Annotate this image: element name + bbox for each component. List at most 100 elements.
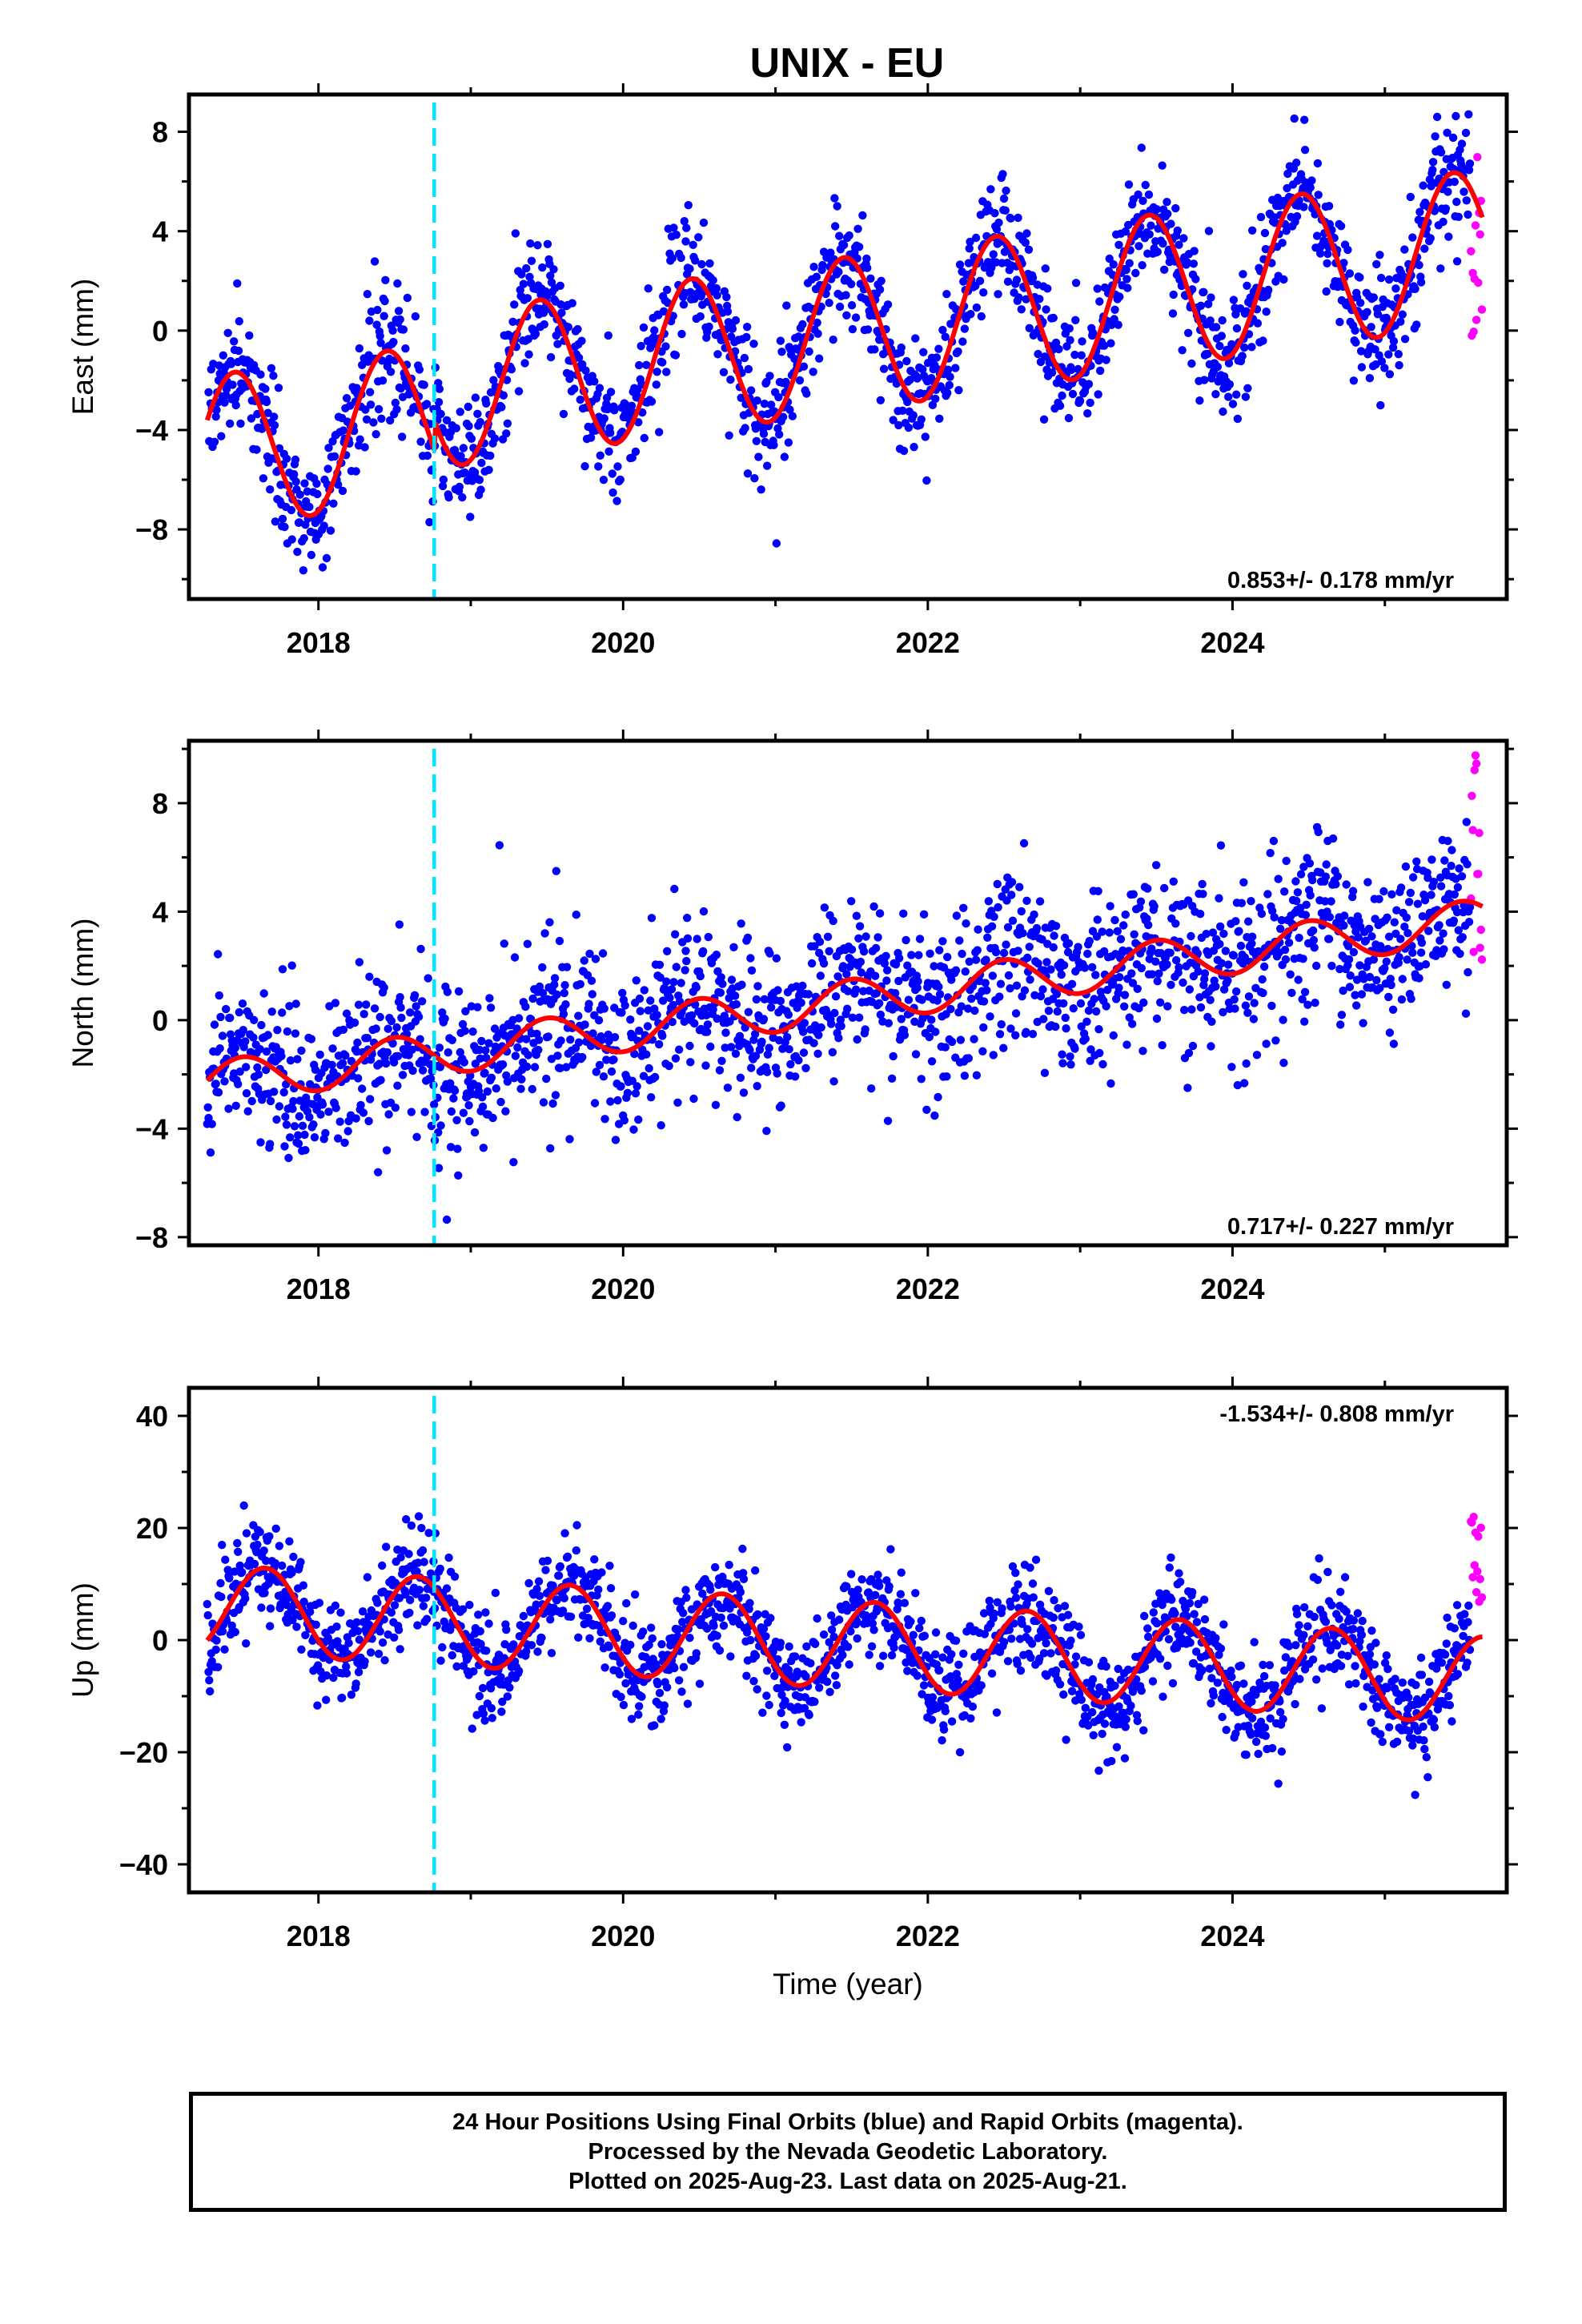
final-orbit-point bbox=[921, 432, 930, 441]
final-orbit-point bbox=[706, 1042, 715, 1051]
final-orbit-point bbox=[612, 497, 621, 505]
final-orbit-point bbox=[1416, 278, 1426, 287]
rapid-orbit-point bbox=[1474, 870, 1483, 879]
final-orbit-point bbox=[1432, 112, 1442, 122]
final-orbit-point bbox=[467, 434, 476, 443]
final-orbit-point bbox=[436, 409, 445, 419]
final-orbit-point bbox=[1219, 929, 1228, 939]
final-orbit-point bbox=[374, 1650, 383, 1659]
final-orbit-point bbox=[1062, 1024, 1070, 1033]
final-orbit-point bbox=[1076, 1630, 1086, 1639]
final-orbit-point bbox=[1005, 1626, 1014, 1634]
final-orbit-point bbox=[957, 1002, 966, 1011]
final-orbit-point bbox=[585, 1634, 594, 1642]
final-orbit-point bbox=[1199, 890, 1207, 899]
final-orbit-point bbox=[604, 331, 612, 340]
final-orbit-point bbox=[1372, 259, 1381, 269]
final-orbit-point bbox=[915, 935, 925, 943]
final-orbit-point bbox=[1260, 962, 1269, 971]
final-orbit-point bbox=[818, 260, 827, 270]
final-orbit-point bbox=[578, 1052, 587, 1062]
final-orbit-point bbox=[704, 932, 713, 942]
final-orbit-point bbox=[963, 1004, 973, 1013]
final-orbit-point bbox=[731, 1049, 741, 1059]
final-orbit-point bbox=[608, 469, 616, 478]
final-orbit-point bbox=[895, 954, 904, 963]
final-orbit-point bbox=[909, 443, 918, 452]
final-orbit-point bbox=[744, 1007, 753, 1017]
final-orbit-point bbox=[1367, 932, 1376, 941]
final-orbit-point bbox=[935, 1666, 944, 1675]
final-orbit-point bbox=[379, 312, 388, 320]
final-orbit-point bbox=[220, 1645, 229, 1654]
final-orbit-point bbox=[935, 990, 945, 999]
final-orbit-point bbox=[520, 359, 529, 368]
final-orbit-point bbox=[1302, 900, 1311, 910]
final-orbit-point bbox=[608, 488, 617, 497]
final-orbit-point bbox=[1365, 374, 1375, 383]
final-orbit-point bbox=[715, 1646, 725, 1655]
final-orbit-point bbox=[1452, 111, 1460, 121]
final-orbit-point bbox=[1342, 880, 1351, 889]
final-orbit-point bbox=[206, 1687, 215, 1696]
final-orbit-point bbox=[597, 1568, 606, 1577]
final-orbit-point bbox=[1158, 1041, 1166, 1050]
final-orbit-point bbox=[259, 989, 268, 998]
final-orbit-point bbox=[356, 1100, 365, 1110]
final-orbit-point bbox=[1224, 359, 1234, 368]
final-orbit-point bbox=[434, 1164, 444, 1172]
final-orbit-point bbox=[1094, 1025, 1103, 1034]
final-orbit-point bbox=[1279, 275, 1288, 284]
final-orbit-point bbox=[1464, 110, 1473, 119]
x-tick-label: 2022 bbox=[896, 1273, 960, 1305]
final-orbit-point bbox=[1240, 343, 1249, 352]
final-orbit-point bbox=[749, 1677, 758, 1686]
final-orbit-point bbox=[1328, 834, 1338, 843]
final-orbit-point bbox=[652, 1011, 661, 1019]
panel-frame bbox=[187, 92, 1509, 601]
final-orbit-point bbox=[788, 412, 797, 420]
final-orbit-point bbox=[867, 1084, 876, 1093]
final-orbit-point bbox=[381, 275, 390, 284]
final-orbit-point bbox=[1243, 1008, 1252, 1017]
final-orbit-point bbox=[1007, 878, 1017, 887]
final-orbit-point bbox=[399, 325, 408, 334]
final-orbit-point bbox=[1311, 999, 1319, 1007]
final-orbit-point bbox=[882, 976, 891, 985]
final-orbit-point bbox=[566, 1612, 576, 1622]
final-orbit-point bbox=[1217, 959, 1227, 968]
final-orbit-point bbox=[546, 1144, 555, 1153]
final-orbit-point bbox=[537, 1634, 546, 1642]
final-orbit-point bbox=[548, 1099, 557, 1108]
final-orbit-point bbox=[1300, 146, 1310, 155]
final-orbit-point bbox=[995, 992, 1004, 1001]
final-orbit-point bbox=[834, 267, 843, 276]
final-orbit-point bbox=[1058, 1059, 1067, 1068]
final-orbit-point bbox=[544, 1032, 552, 1041]
final-orbit-point bbox=[350, 1018, 359, 1027]
final-orbit-point bbox=[1339, 986, 1347, 995]
final-orbit-point bbox=[1352, 975, 1362, 984]
final-orbit-point bbox=[619, 1700, 628, 1710]
final-orbit-point bbox=[287, 535, 296, 544]
final-orbit-point bbox=[777, 1691, 786, 1699]
final-orbit-point bbox=[1180, 1006, 1189, 1015]
final-orbit-point bbox=[1375, 983, 1384, 993]
final-orbit-point bbox=[556, 1562, 564, 1571]
final-orbit-point bbox=[726, 375, 735, 384]
final-orbit-point bbox=[1107, 1756, 1116, 1766]
final-orbit-point bbox=[580, 956, 588, 965]
final-orbit-point bbox=[365, 316, 374, 325]
final-orbit-point bbox=[1022, 896, 1031, 906]
final-orbit-point bbox=[587, 976, 596, 985]
final-orbit-point bbox=[298, 1121, 307, 1131]
final-orbit-point bbox=[671, 351, 681, 360]
final-orbit-point bbox=[480, 1068, 489, 1078]
final-orbit-point bbox=[650, 1004, 659, 1013]
final-orbit-point bbox=[913, 983, 922, 992]
final-orbit-point bbox=[1440, 856, 1449, 865]
final-orbit-point bbox=[606, 388, 616, 396]
final-orbit-point bbox=[1080, 963, 1090, 972]
final-orbit-point bbox=[282, 454, 291, 463]
final-orbit-point bbox=[897, 343, 906, 352]
